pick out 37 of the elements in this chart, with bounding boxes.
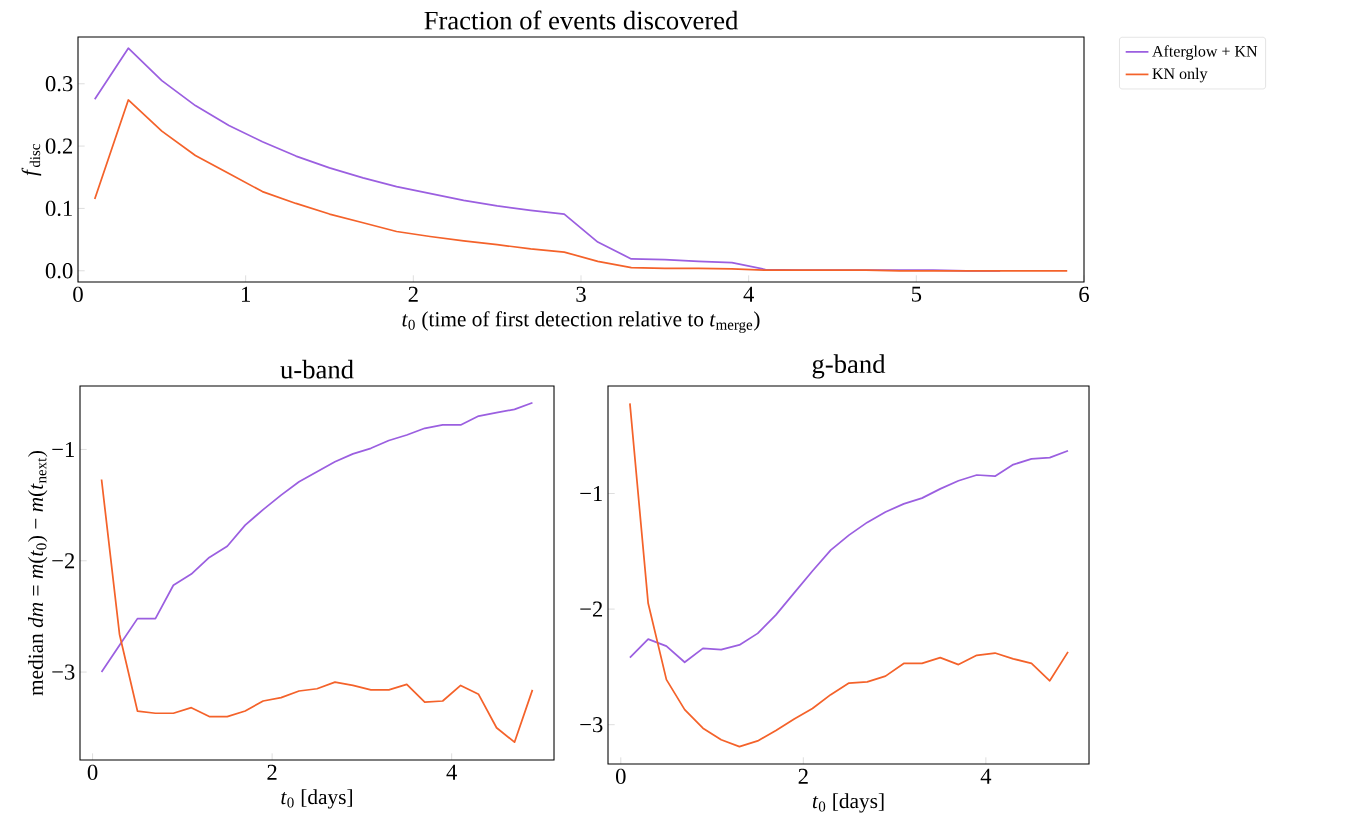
x-axis-title: t$_{0}$ (time of first detection relative to t$_{merge}$)	[402, 311, 760, 333]
x-tick-label: 6	[1079, 286, 1089, 302]
chart-title: Fraction of events discovered	[424, 10, 739, 30]
y-tick-label: −3	[52, 664, 75, 680]
y-axis-title: f$_{disc}$	[21, 144, 42, 176]
line-series	[100, 401, 534, 673]
x-tick-label: 5	[911, 286, 922, 302]
chart-title: u-band	[280, 359, 354, 379]
x-tick-label: 4	[980, 768, 992, 784]
x-tick-label: 2	[408, 286, 418, 302]
y-tick-label: 0.2	[45, 138, 73, 154]
x-axis-title: t$_{0}$ [days]	[812, 793, 884, 813]
y-tick-label: 0.0	[45, 263, 73, 279]
x-tick-label: 2	[798, 768, 808, 784]
y-tick-label: −1	[52, 441, 74, 457]
x-tick-label: 4	[743, 286, 754, 302]
legend-label: Afterglow + KN	[1152, 45, 1258, 60]
x-axis-title: t$_{0}$ [days]	[281, 789, 352, 809]
x-tick-label: 3	[576, 286, 586, 302]
x-tick-label: 0	[87, 764, 98, 781]
line-series	[629, 449, 1069, 664]
x-tick-label: 1	[241, 286, 250, 302]
x-tick-label: 2	[267, 764, 277, 780]
x-tick-label: 4	[446, 764, 457, 780]
line-series	[100, 478, 534, 744]
y-tick-label: −1	[580, 486, 602, 501]
chart-title: g-band	[812, 354, 886, 379]
y-tick-label: 0.3	[45, 76, 73, 92]
y-tick-label: −2	[52, 553, 75, 569]
x-tick-label: 0	[73, 286, 83, 303]
text: median dm = m(t$_{0}$) − m(t$_{next}$)	[28, 450, 48, 696]
x-tick-label: 0	[615, 768, 626, 785]
line-series	[629, 402, 1069, 748]
y-tick-label: −2	[580, 601, 603, 617]
legend-label: KN only	[1152, 67, 1208, 83]
y-tick-label: −3	[580, 717, 603, 733]
y-tick-label: 0.1	[45, 200, 72, 217]
